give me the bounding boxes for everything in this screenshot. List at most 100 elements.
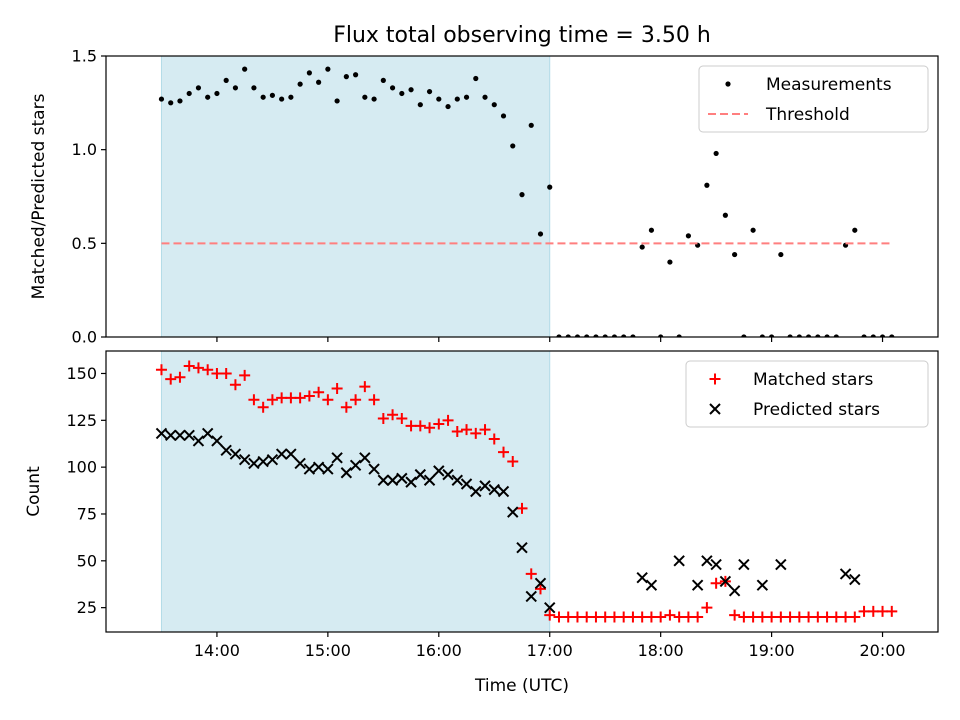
predicted-star-point (451, 474, 463, 486)
predicted-star-point (201, 427, 214, 440)
matched-star-point (766, 611, 778, 623)
matched-star-point (276, 392, 288, 404)
predicted-star-point (839, 568, 852, 580)
matched-star-point (867, 605, 879, 617)
measurement-point (389, 85, 396, 91)
matched-star-point (359, 381, 371, 393)
matched-star-point (636, 611, 648, 623)
measurement-point (223, 77, 229, 83)
legend-marker-plus (709, 373, 721, 385)
matched-star-point (331, 382, 343, 394)
predicted-star-point (377, 474, 390, 486)
measurement-point (685, 233, 692, 239)
observing-interval-shade-top (160, 55, 551, 338)
measurement-point (251, 85, 257, 91)
predicted-star-point (775, 558, 787, 571)
predicted-star-point (303, 463, 316, 475)
y-tick-label: 1.5 (72, 47, 97, 66)
matched-star-point (793, 611, 805, 623)
predicted-star-point (229, 448, 242, 460)
measurement-point (565, 334, 571, 337)
predicted-star-point (728, 585, 741, 597)
predicted-star-point (701, 555, 713, 567)
measurement-point (519, 192, 525, 198)
measurement-point (722, 212, 728, 218)
plot-area-bottom (155, 360, 898, 623)
measurement-point (528, 122, 534, 128)
matched-star-point (211, 367, 223, 379)
axes-frame-top (105, 55, 939, 338)
predicted-star-point (710, 558, 722, 571)
measurement-point (297, 81, 303, 87)
predicted-star-point (174, 429, 186, 442)
predicted-star-point (691, 579, 704, 591)
measurement-point (482, 94, 488, 100)
matched-star-point (183, 360, 195, 372)
matched-star-point (498, 446, 510, 458)
measurement-point (879, 334, 886, 337)
matched-star-point (886, 605, 898, 617)
top-panel: 0.0 0.5 1.0 1.5 Matched/Predicted stars Measu… (29, 47, 939, 347)
matched-star-point (442, 414, 454, 426)
measurement-point (436, 96, 442, 102)
measurement-point (547, 184, 553, 190)
measurement-point (500, 113, 507, 119)
measurement-point (732, 251, 738, 258)
predicted-star-point (331, 452, 343, 464)
predicted-star-point (738, 558, 750, 571)
matched-star-point (405, 420, 417, 432)
matched-star-point (313, 386, 325, 398)
measurement-point (260, 94, 266, 100)
predicted-star-point (192, 435, 205, 447)
matched-star-point (368, 394, 380, 406)
matched-star-point (830, 611, 842, 623)
legend-box (685, 360, 929, 428)
measurement-point (214, 90, 220, 97)
predicted-star-point (525, 590, 537, 603)
matched-star-point (571, 611, 583, 623)
measurement-point (639, 244, 645, 250)
matched-star-point (581, 611, 593, 623)
predicted-star-point (340, 467, 353, 479)
matched-star-point (174, 371, 186, 383)
predicted-star-point (211, 435, 223, 447)
measurement-point (676, 334, 682, 337)
matched-star-point (433, 418, 445, 430)
matched-star-point (599, 611, 611, 623)
measurement-point (463, 94, 470, 100)
matched-star-point (849, 611, 861, 623)
predicted-star-point (155, 427, 168, 440)
legend-bottom: Matched stars Predicted stars (685, 360, 929, 428)
x-tick-label: 18:00 (638, 641, 684, 660)
matched-star-point (775, 611, 787, 623)
measurement-point (353, 72, 359, 78)
x-tick-label: 17:00 (527, 641, 573, 660)
measurement-point (584, 334, 590, 337)
legend-label: Matched stars (753, 370, 873, 390)
predicted-star-point (294, 457, 306, 470)
measurement-point (306, 70, 312, 76)
matched-star-point (618, 611, 630, 623)
y-tick-label: 100 (66, 458, 97, 477)
matched-star-point (821, 611, 833, 623)
predicted-star-point (368, 463, 380, 475)
predicted-star-point (257, 455, 269, 468)
predicted-star-point (497, 485, 510, 498)
matched-star-point (192, 362, 204, 374)
measurement-point (593, 334, 599, 337)
measurement-point (815, 334, 821, 337)
y-tick-label: 0.5 (72, 234, 97, 253)
measurement-point (408, 87, 414, 93)
y-tick-label: 1.0 (72, 140, 97, 159)
measurement-point (454, 96, 460, 102)
measurement-point (852, 227, 858, 233)
measurement-point (741, 334, 747, 337)
matched-star-point (239, 369, 251, 381)
measurement-point (778, 251, 784, 258)
axes-frame-bottom (105, 350, 939, 633)
matched-star-point (285, 392, 297, 404)
y-tick-label: 50 (77, 551, 97, 570)
measurement-point (491, 102, 497, 108)
matched-star-point (562, 611, 574, 623)
measurement-point (713, 150, 719, 157)
